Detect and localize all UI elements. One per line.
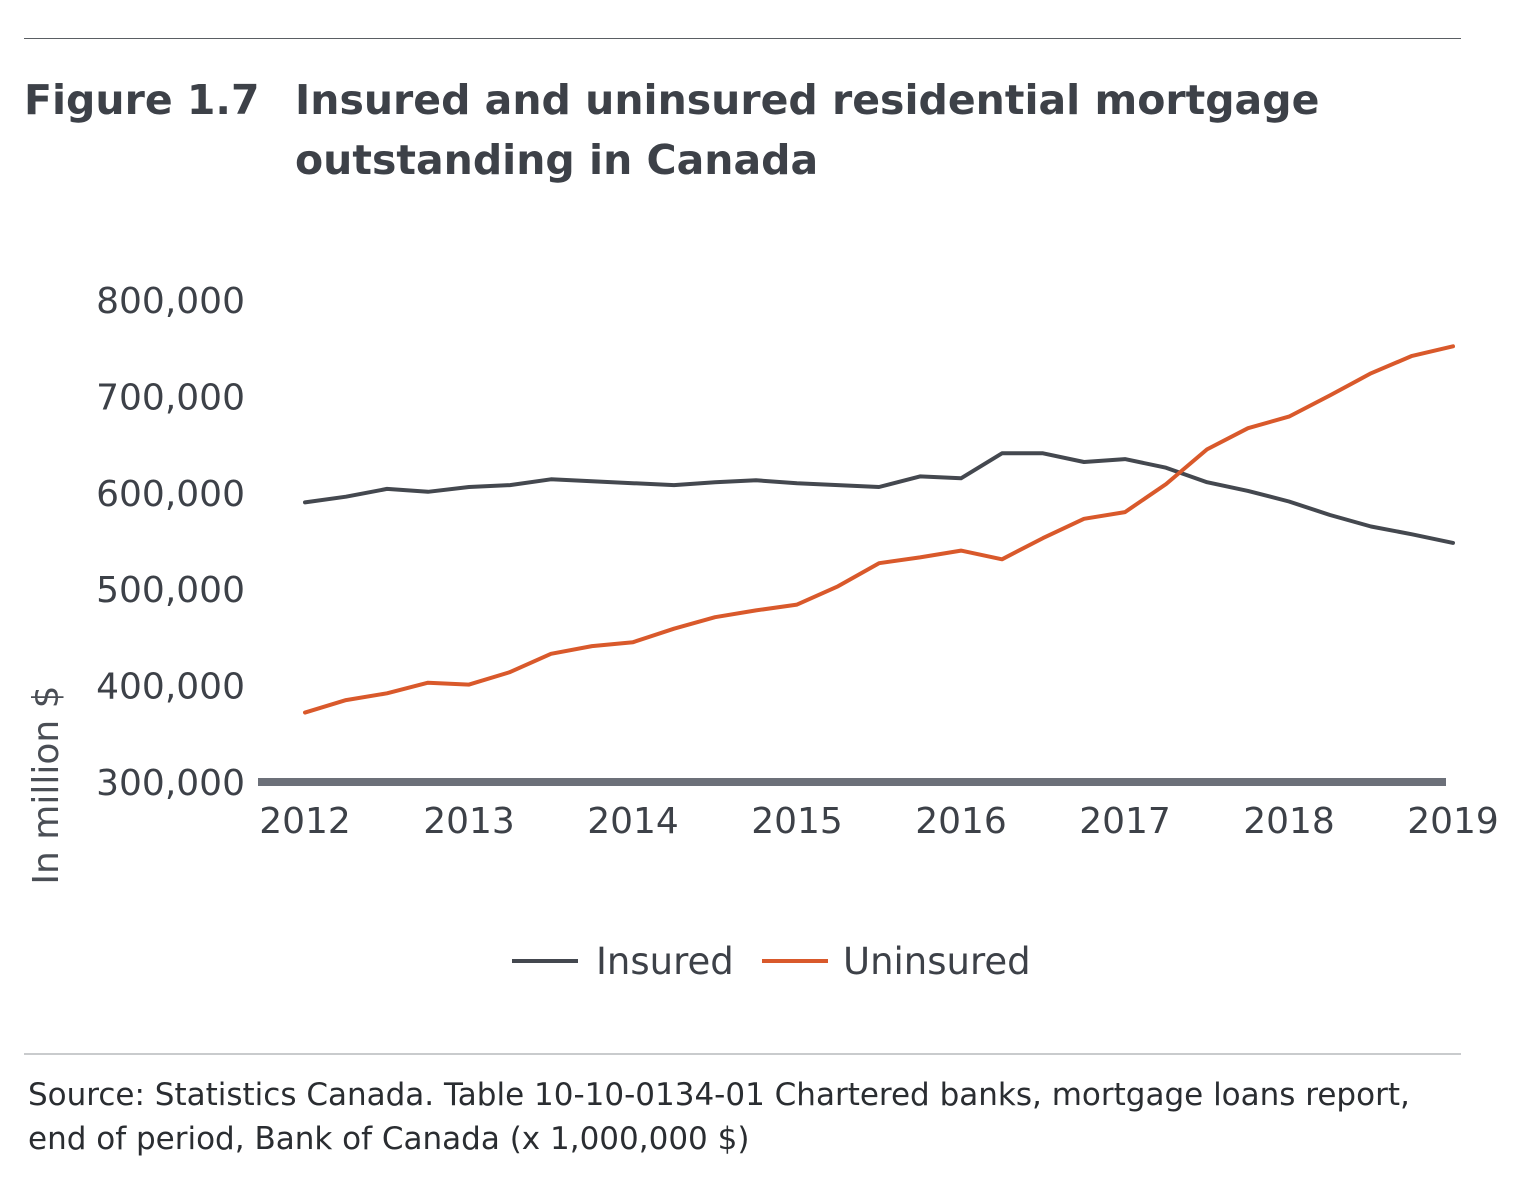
y-tick-label: 500,000 — [96, 570, 245, 611]
series-line-insured — [303, 451, 1455, 545]
series-line-uninsured — [303, 344, 1455, 715]
x-tick-label: 2019 — [1407, 801, 1499, 842]
y-tick-label: 600,000 — [96, 474, 245, 515]
y-tick-label: 700,000 — [96, 377, 245, 418]
top-rule — [24, 38, 1461, 39]
y-tick-label: 800,000 — [96, 281, 245, 322]
series-lines — [303, 344, 1455, 715]
x-tick-label: 2018 — [1243, 801, 1335, 842]
figure-title: Insured and uninsured residential mortga… — [295, 76, 1320, 184]
x-axis-ticks: 2012 2013 2014 2015 2016 2017 2018 2019 — [259, 801, 1499, 842]
x-tick-label: 2012 — [259, 801, 351, 842]
bottom-rule — [24, 1053, 1461, 1055]
x-tick-label: 2014 — [587, 801, 679, 842]
legend-label-insured: Insured — [596, 940, 734, 983]
y-axis-title: In million $ — [26, 685, 67, 884]
x-tick-label: 2015 — [751, 801, 843, 842]
y-tick-label: 400,000 — [96, 667, 245, 708]
x-tick-label: 2016 — [915, 801, 1007, 842]
y-axis-ticks: 300,000 400,000 500,000 600,000 700,000 800,0… — [96, 281, 245, 804]
legend: Insured Uninsured — [512, 940, 1031, 983]
x-axis-baseline — [258, 778, 1446, 786]
line-chart: In million $ 300,000 400,000 500,000 600,00… — [26, 281, 1499, 983]
figure-number: Figure 1.7 — [24, 76, 260, 124]
source-note: Source: Statistics Canada. Table 10-10-0… — [28, 1077, 1410, 1157]
legend-label-uninsured: Uninsured — [843, 940, 1031, 983]
y-tick-label: 300,000 — [96, 763, 245, 804]
x-tick-label: 2013 — [423, 801, 515, 842]
x-tick-label: 2017 — [1079, 801, 1171, 842]
